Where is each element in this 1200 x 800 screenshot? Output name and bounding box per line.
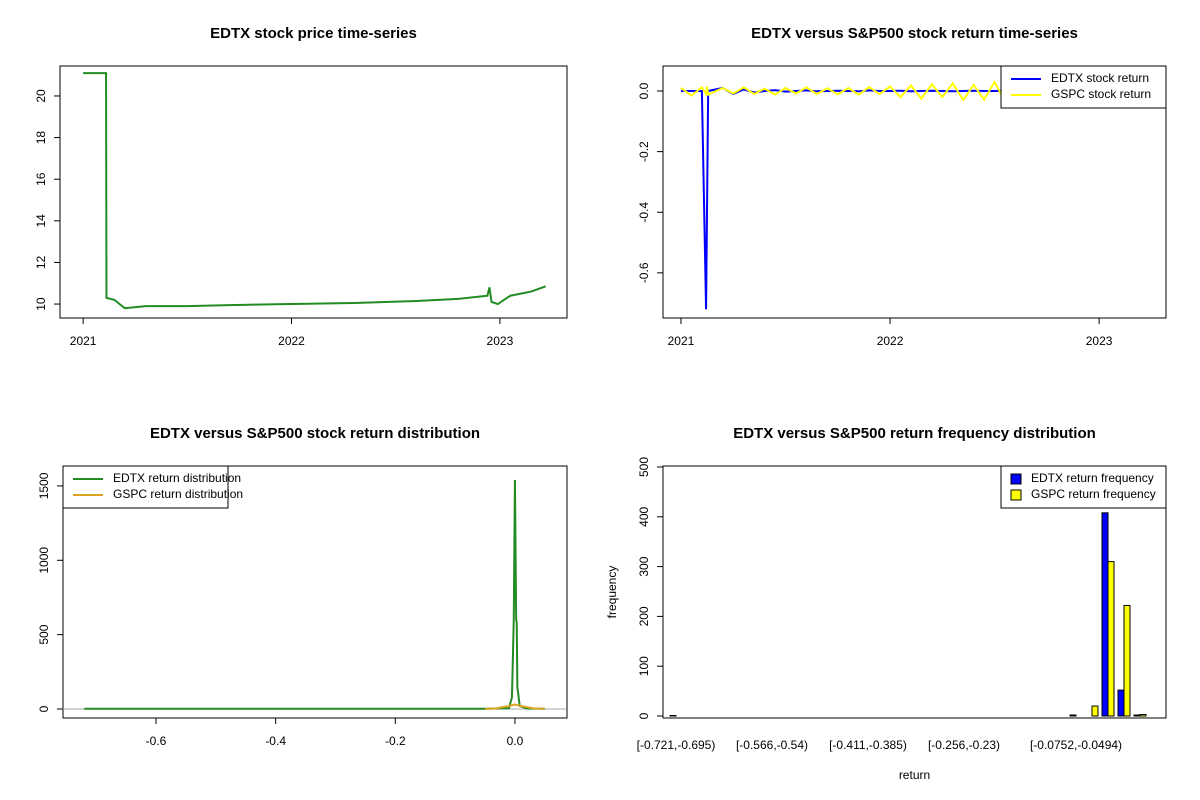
- legend-swatch: [1010, 473, 1022, 485]
- x-tick-label: [-0.256,-0.23): [928, 738, 1000, 752]
- legend-label: GSPC stock return: [1051, 87, 1151, 101]
- y-tick-label: -0.6: [637, 262, 651, 283]
- y-tick-label: 1000: [37, 547, 51, 574]
- legend-box: [1000, 65, 1167, 109]
- series-line: [84, 479, 545, 710]
- y-tick-label: 1500: [37, 472, 51, 499]
- y-tick-label: 200: [637, 606, 651, 626]
- x-axis-label: return: [899, 768, 930, 782]
- y-tick-label: -0.4: [637, 202, 651, 223]
- x-tick-label: 2023: [1086, 334, 1113, 348]
- chart-title: EDTX versus S&P500 return frequency dist…: [733, 425, 1096, 442]
- x-tick-label: -0.6: [146, 734, 167, 748]
- x-tick-label: [-0.566,-0.54): [736, 738, 808, 752]
- series-line: [484, 703, 545, 710]
- y-tick-label: 16: [34, 172, 48, 186]
- bar: [1133, 714, 1141, 717]
- bar: [1139, 714, 1147, 717]
- y-tick-label: 20: [34, 89, 48, 103]
- y-tick-label: 500: [637, 457, 651, 477]
- x-tick-label: 0.0: [507, 734, 524, 748]
- y-tick-label: 100: [637, 656, 651, 676]
- legend-label: GSPC return frequency: [1031, 487, 1156, 501]
- plot-frame: [662, 65, 1167, 319]
- plot-frame: [662, 465, 1167, 719]
- x-tick-label: [-0.0752,-0.0494): [1030, 738, 1122, 752]
- x-tick-label: 2022: [278, 334, 305, 348]
- y-tick-label: 400: [637, 506, 651, 526]
- bar: [1069, 714, 1077, 717]
- legend-label: EDTX return distribution: [113, 471, 241, 485]
- x-tick-label: -0.4: [265, 734, 286, 748]
- legend-swatch: [1010, 489, 1022, 501]
- y-tick-label: 0: [637, 712, 651, 719]
- x-tick-label: 2021: [668, 334, 695, 348]
- bar: [1091, 705, 1099, 717]
- legend-box: [62, 465, 229, 509]
- legend-label: EDTX stock return: [1051, 71, 1149, 85]
- legend-label: GSPC return distribution: [113, 487, 243, 501]
- series-line: [83, 72, 547, 310]
- y-tick-label: 0.0: [637, 82, 651, 99]
- x-tick-label: -0.2: [385, 734, 406, 748]
- y-tick-label: 12: [34, 255, 48, 269]
- bar: [1123, 604, 1131, 717]
- y-tick-label: 500: [37, 624, 51, 644]
- plot-frame: [59, 65, 568, 319]
- plot-frame: [62, 465, 568, 719]
- y-tick-label: 300: [637, 556, 651, 576]
- x-tick-label: 2022: [877, 334, 904, 348]
- x-tick-label: [-0.411,-0.385): [829, 738, 907, 752]
- legend-box: [1000, 465, 1167, 509]
- y-tick-label: 18: [34, 131, 48, 145]
- y-tick-label: 0: [37, 705, 51, 712]
- legend-label: EDTX return frequency: [1031, 471, 1154, 485]
- y-axis-label: frequency: [605, 566, 619, 619]
- bar: [1107, 561, 1115, 717]
- y-tick-label: 10: [34, 297, 48, 311]
- bar: [1117, 689, 1125, 717]
- chart-title: EDTX versus S&P500 stock return time-ser…: [751, 25, 1078, 42]
- x-tick-label: [-0.721,-0.695): [637, 738, 716, 752]
- y-tick-label: -0.2: [637, 141, 651, 162]
- bar: [1101, 512, 1109, 717]
- y-tick-label: 14: [34, 214, 48, 228]
- series-line: [680, 86, 1142, 310]
- x-tick-label: 2023: [487, 334, 514, 348]
- x-tick-label: 2021: [70, 334, 97, 348]
- chart-title: EDTX stock price time-series: [210, 25, 417, 42]
- chart-title: EDTX versus S&P500 stock return distribu…: [150, 425, 480, 442]
